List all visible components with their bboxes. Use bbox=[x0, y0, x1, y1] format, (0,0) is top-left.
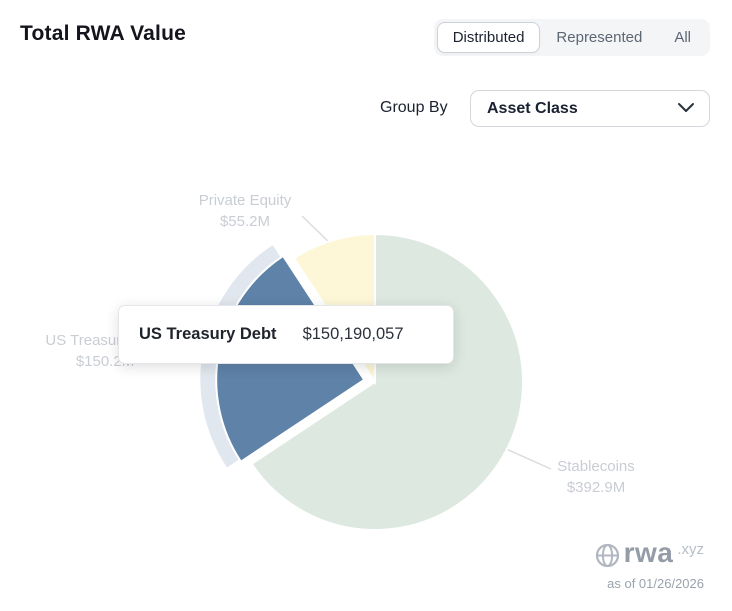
slice-label-name: Stablecoins bbox=[557, 458, 635, 475]
view-segmented-control: Distributed Represented All bbox=[433, 19, 710, 56]
tooltip-series-name: US Treasury Debt bbox=[139, 325, 277, 343]
brand-domain-text: .xyz bbox=[677, 541, 704, 558]
tab-distributed[interactable]: Distributed bbox=[436, 22, 541, 53]
chart-tooltip: US Treasury Debt $150,190,057 bbox=[118, 305, 454, 364]
slice-label-private-equity: Private Equity $55.2M bbox=[185, 190, 305, 232]
group-by-label: Group By bbox=[380, 99, 448, 116]
brand-text: rwa bbox=[623, 537, 674, 568]
tooltip-series-value: $150,190,057 bbox=[302, 325, 404, 343]
as-of-date: as of 01/26/2026 bbox=[607, 576, 704, 591]
rwa-xyz-watermark: rwa .xyz as of 01/26/2026 bbox=[595, 537, 704, 591]
globe-icon bbox=[595, 543, 620, 573]
slice-label-value: $392.9M bbox=[566, 479, 626, 496]
group-by-select[interactable]: Asset Class bbox=[470, 90, 710, 127]
tab-all[interactable]: All bbox=[674, 29, 691, 46]
chevron-down-icon bbox=[677, 100, 695, 118]
slice-label-value: $55.2M bbox=[219, 213, 271, 230]
slice-label-name: Private Equity bbox=[198, 192, 292, 209]
slice-label-stablecoins: Stablecoins $392.9M bbox=[536, 456, 656, 498]
pie-slice[interactable] bbox=[250, 232, 524, 531]
page-title: Total RWA Value bbox=[20, 22, 186, 45]
label-line-stablecoins bbox=[503, 447, 552, 470]
tab-represented[interactable]: Represented bbox=[556, 29, 643, 46]
group-by-selected-value: Asset Class bbox=[487, 99, 578, 117]
